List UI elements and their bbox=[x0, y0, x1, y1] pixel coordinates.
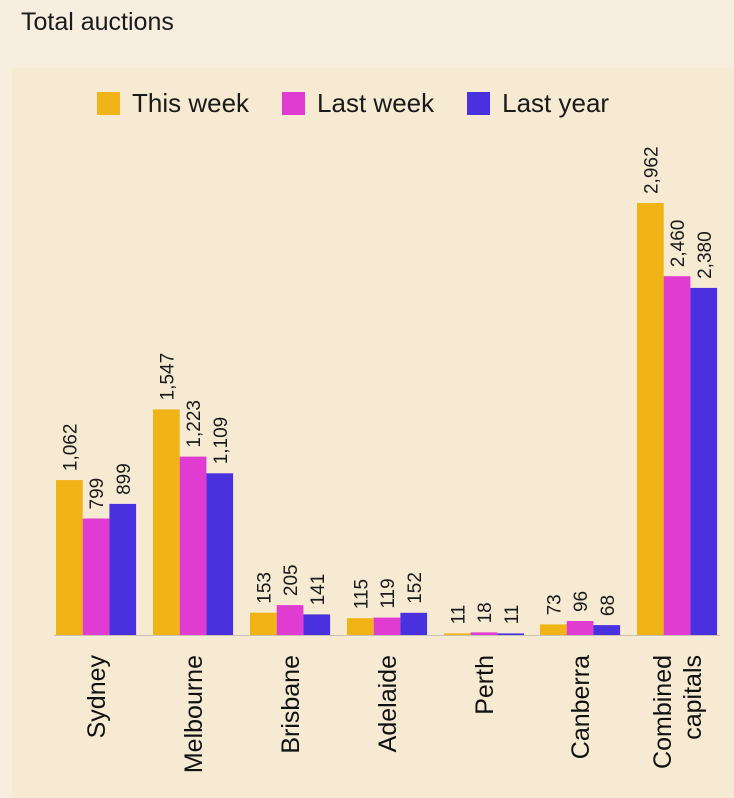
legend-item-this-week: This week bbox=[97, 88, 249, 119]
bar-last-week-5 bbox=[566, 621, 594, 635]
data-label-this-week-5: 73 bbox=[544, 594, 565, 615]
bar-last-week-1 bbox=[179, 456, 207, 635]
category-label-5: Canberra bbox=[567, 655, 595, 759]
bar-last-year-4 bbox=[497, 633, 525, 635]
data-label-last-year-0: 899 bbox=[114, 463, 135, 495]
data-label-this-week-4: 11 bbox=[448, 605, 469, 625]
data-label-last-year-3: 152 bbox=[405, 572, 426, 604]
data-label-this-week-1: 1,547 bbox=[157, 353, 178, 401]
data-label-last-week-1: 1,223 bbox=[184, 400, 205, 448]
category-label-1: Melbourne bbox=[180, 655, 208, 773]
data-label-last-week-5: 96 bbox=[571, 591, 592, 612]
bar-this-week-3 bbox=[347, 618, 374, 635]
data-label-last-year-1: 1,109 bbox=[211, 417, 232, 465]
legend-item-last-year: Last year bbox=[467, 88, 609, 119]
data-label-this-week-0: 1,062 bbox=[60, 424, 81, 472]
chart-title: Total auctions bbox=[21, 8, 174, 36]
data-label-last-week-4: 18 bbox=[475, 602, 496, 623]
data-label-this-week-2: 153 bbox=[254, 572, 275, 604]
bar-this-week-6 bbox=[637, 203, 664, 635]
category-label-4: Perth bbox=[471, 655, 499, 715]
data-label-last-year-5: 68 bbox=[598, 595, 619, 616]
bar-last-year-2 bbox=[303, 614, 331, 635]
bar-last-year-3 bbox=[400, 612, 428, 635]
category-label-2: Brisbane bbox=[277, 655, 305, 754]
category-label-6-line-0: Combined bbox=[649, 655, 677, 769]
data-label-last-year-2: 141 bbox=[308, 574, 329, 606]
bar-this-week-5 bbox=[540, 624, 567, 635]
bar-last-year-0 bbox=[109, 503, 137, 635]
legend: This week Last week Last year bbox=[97, 88, 609, 119]
bar-last-week-6 bbox=[663, 276, 691, 635]
bar-last-year-5 bbox=[593, 625, 621, 635]
bar-last-week-2 bbox=[276, 605, 304, 635]
data-label-last-week-2: 205 bbox=[281, 564, 302, 596]
legend-label-last-year: Last year bbox=[502, 88, 610, 118]
chart-panel bbox=[12, 68, 734, 798]
legend-swatch-last-year bbox=[467, 92, 491, 115]
bar-last-year-1 bbox=[206, 473, 234, 635]
category-label-6-line-1: capitals bbox=[679, 655, 707, 740]
data-label-last-week-3: 119 bbox=[378, 578, 399, 608]
category-label-0: Sydney bbox=[83, 655, 111, 739]
data-label-last-week-6: 2,460 bbox=[668, 220, 689, 268]
bar-last-week-4 bbox=[470, 632, 498, 635]
bar-this-week-1 bbox=[153, 409, 180, 635]
bar-last-week-3 bbox=[373, 617, 401, 635]
bar-this-week-2 bbox=[250, 612, 277, 635]
bar-last-year-6 bbox=[690, 287, 718, 635]
data-label-this-week-3: 115 bbox=[351, 579, 372, 609]
legend-label-last-week: Last week bbox=[317, 88, 435, 118]
data-label-last-year-6: 2,380 bbox=[695, 231, 716, 279]
legend-swatch-last-week bbox=[282, 92, 306, 115]
bar-this-week-0 bbox=[56, 480, 83, 635]
bar-last-week-0 bbox=[82, 518, 110, 635]
data-label-this-week-6: 2,962 bbox=[641, 146, 662, 194]
legend-swatch-this-week bbox=[97, 92, 120, 115]
data-label-last-week-0: 799 bbox=[87, 478, 108, 510]
category-label-3: Adelaide bbox=[374, 655, 402, 752]
bar-this-week-4 bbox=[444, 633, 471, 635]
data-label-last-year-4: 11 bbox=[502, 605, 523, 625]
legend-label-this-week: This week bbox=[132, 88, 250, 118]
legend-item-last-week: Last week bbox=[282, 88, 434, 119]
